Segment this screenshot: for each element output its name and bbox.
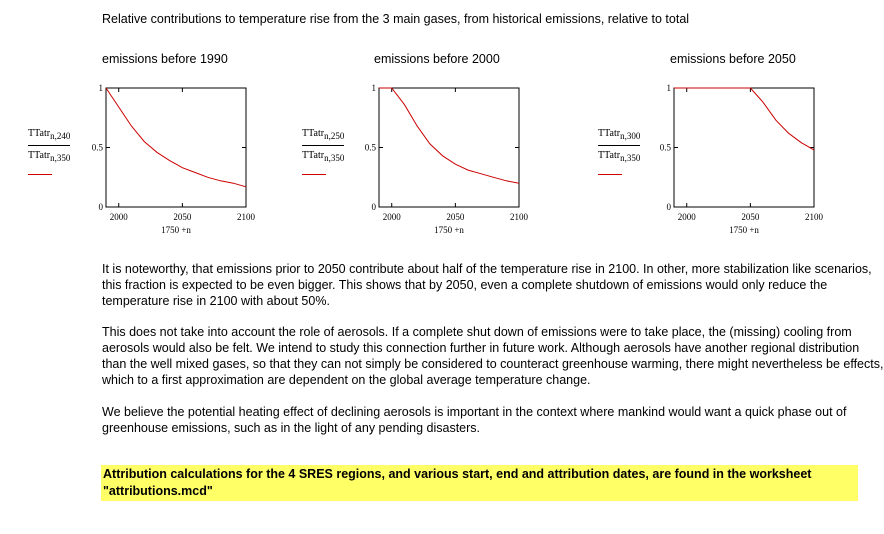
chart-1-ylabel-numerator: TTatr xyxy=(28,128,51,139)
x-tick-label: 2000 xyxy=(110,212,128,222)
paragraph-1: It is noteworthy, that emissions prior t… xyxy=(102,262,872,308)
chart-3-ylabel-numerator: TTatr xyxy=(598,128,621,139)
y-tick-label: 0.5 xyxy=(365,143,377,153)
x-tick-label: 2050 xyxy=(173,212,192,222)
chart-3-ylabel-denominator-sub: n,350 xyxy=(620,153,641,163)
chart-1-ylabel-denominator: TTatr xyxy=(28,150,51,161)
page-title: Relative contributions to temperature ri… xyxy=(102,12,690,26)
x-tick-label: 2050 xyxy=(446,212,465,222)
chart-2-ylabel-denominator-sub: n,350 xyxy=(324,153,345,163)
series-line xyxy=(379,87,520,184)
chart-3-ylabel-denominator: TTatr xyxy=(598,150,621,161)
chart-3-title: emissions before 2050 xyxy=(670,52,796,66)
chart-1-ylabel-denominator-sub: n,350 xyxy=(50,153,71,163)
chart-1-legend-line xyxy=(28,174,52,175)
chart-3-legend-line xyxy=(598,174,622,175)
y-tick-label: 0 xyxy=(372,202,377,212)
x-tick-label: 2000 xyxy=(678,212,697,222)
x-tick-label: 2100 xyxy=(510,212,529,222)
chart-1-svg: 0 0.5 1 2000 2050 2100 1750 +n xyxy=(92,83,256,235)
x-tick-label: 2000 xyxy=(383,212,402,222)
chart-1: 0 0.5 1 2000 2050 2100 1750 +n xyxy=(88,80,258,240)
x-axis-label: 1750 +n xyxy=(161,225,191,235)
plot-frame xyxy=(378,87,520,208)
chart-1-title: emissions before 1990 xyxy=(102,52,228,66)
chart-2-ylabel-denominator: TTatr xyxy=(302,150,325,161)
series-line xyxy=(674,87,815,151)
chart-1-ylabel: TTatrn,240 TTatrn,350 xyxy=(28,128,71,175)
chart-3-svg: 0 0.5 1 2000 2050 2100 1750 +n xyxy=(660,83,824,235)
y-tick-label: 0.5 xyxy=(660,143,672,153)
y-tick-label: 1 xyxy=(99,83,104,93)
chart-2-legend-line xyxy=(302,174,326,175)
y-tick-label: 1 xyxy=(372,83,377,93)
paragraph-2: This does not take into account the role… xyxy=(102,325,884,387)
chart-2: 0 0.5 1 2000 2050 2100 1750 +n xyxy=(361,80,531,240)
chart-2-ylabel-numerator-sub: n,250 xyxy=(324,131,345,141)
worksheet-note: Attribution calculations for the 4 SRES … xyxy=(101,465,858,501)
chart-2-ylabel: TTatrn,250 TTatrn,350 xyxy=(302,128,345,175)
chart-2-ylabel-numerator: TTatr xyxy=(302,128,325,139)
plot-frame xyxy=(673,87,815,208)
chart-3-ylabel-numerator-sub: n,300 xyxy=(620,131,641,141)
paragraph-3: We believe the potential heating effect … xyxy=(102,405,847,435)
chart-2-svg: 0 0.5 1 2000 2050 2100 1750 +n xyxy=(365,83,529,235)
plot-frame xyxy=(105,87,247,208)
x-tick-label: 2100 xyxy=(805,212,824,222)
x-tick-label: 2100 xyxy=(237,212,256,222)
chart-3: 0 0.5 1 2000 2050 2100 1750 +n xyxy=(656,80,826,240)
x-tick-label: 2050 xyxy=(741,212,760,222)
x-axis-label: 1750 +n xyxy=(434,225,464,235)
y-tick-label: 0 xyxy=(667,202,672,212)
y-tick-label: 1 xyxy=(667,83,672,93)
x-axis-label: 1750 +n xyxy=(729,225,759,235)
y-tick-label: 0 xyxy=(99,202,104,212)
y-tick-label: 0.5 xyxy=(92,143,104,153)
chart-2-title: emissions before 2000 xyxy=(374,52,500,66)
chart-3-ylabel: TTatrn,300 TTatrn,350 xyxy=(598,128,641,175)
series-line xyxy=(105,87,247,188)
chart-1-ylabel-numerator-sub: n,240 xyxy=(50,131,71,141)
